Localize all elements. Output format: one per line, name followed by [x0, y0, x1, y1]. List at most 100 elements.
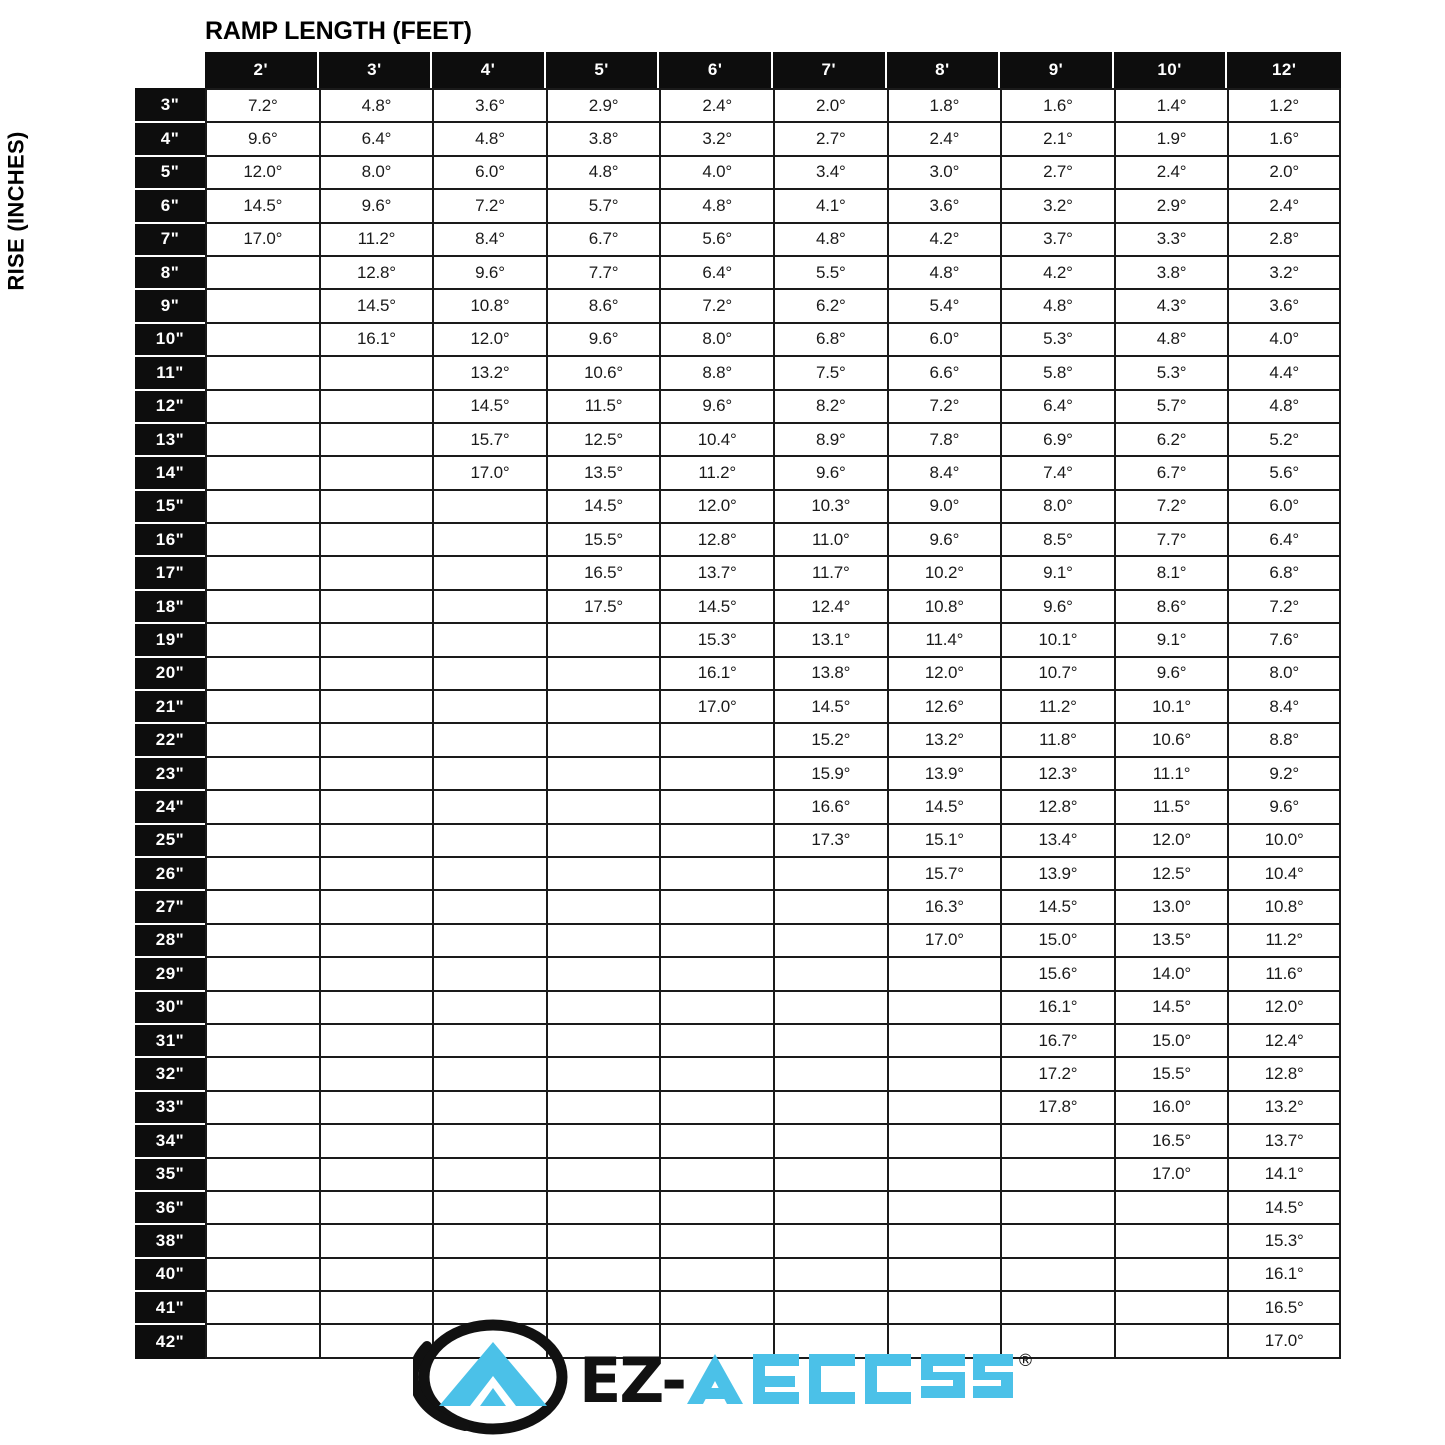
angle-cell: 11.2°	[1227, 922, 1341, 957]
angle-cell	[432, 789, 546, 823]
angle-cell: 12.0°	[205, 154, 319, 189]
angle-cell	[1113, 1256, 1228, 1291]
row-header-rise: 30"	[135, 989, 205, 1023]
angle-cell: 10.2°	[886, 555, 1001, 589]
table-row: 10" 16.1° 12.0° 9.6° 8.0° 6.8° 6.0° 5.3° 4.8° 4.0…	[135, 321, 1341, 356]
table-row: 18" 17.5° 14.5° 12.4° 10.8° 9.6° 8.6° 7.2°	[135, 588, 1341, 623]
angle-cell	[1000, 1123, 1114, 1157]
angle-cell	[772, 1189, 887, 1224]
angle-cell: 8.0°	[1227, 655, 1341, 690]
angle-cell: 7.2°	[432, 188, 546, 222]
angle-cell	[659, 789, 773, 823]
angle-cell: 16.0°	[1113, 1089, 1228, 1124]
angle-cell	[545, 722, 660, 756]
row-header-rise: 6"	[135, 188, 205, 222]
angle-cell	[886, 1256, 1001, 1291]
row-header-rise: 20"	[135, 655, 205, 690]
angle-cell	[205, 1022, 319, 1057]
angle-cell	[1000, 1323, 1114, 1359]
angle-cell	[205, 822, 319, 856]
table-body: 3" 7.2° 4.8° 3.6° 2.9° 2.4° 2.0° 1.8° 1.6° 1.4° 1.…	[135, 88, 1341, 1359]
angle-cell: 15.3°	[1227, 1223, 1341, 1257]
angle-cell: 9.6°	[205, 121, 319, 155]
table-row: 9" 14.5° 10.8° 8.6° 7.2° 6.2° 5.4° 4.8° 4.3° 3.6°	[135, 288, 1341, 322]
angle-cell: 9.6°	[659, 388, 773, 422]
angle-cell: 15.0°	[1113, 1022, 1228, 1057]
angle-cell: 5.7°	[545, 188, 660, 222]
angle-cell: 13.5°	[545, 455, 660, 489]
angle-cell	[886, 1189, 1001, 1224]
angle-cell	[432, 622, 546, 656]
angle-cell: 13.1°	[772, 622, 887, 656]
row-header-rise: 8"	[135, 254, 205, 289]
angle-cell	[659, 1056, 773, 1090]
angle-cell: 4.3°	[1113, 288, 1228, 322]
row-header-rise: 21"	[135, 689, 205, 723]
angle-cell	[545, 822, 660, 856]
angle-cell: 10.4°	[659, 421, 773, 456]
row-header-rise: 41"	[135, 1290, 205, 1324]
logo-ez-text: EZ-	[579, 1344, 687, 1417]
table-row: 16" 15.5° 12.8° 11.0° 9.6° 8.5° 7.7° 6.4°	[135, 522, 1341, 556]
angle-cell	[432, 1123, 546, 1157]
angle-cell	[772, 889, 887, 923]
angle-cell: 10.3°	[772, 488, 887, 523]
table-row: 30" 16.1° 14.5° 12.0°	[135, 989, 1341, 1023]
angle-cell	[432, 889, 546, 923]
angle-cell	[545, 1290, 660, 1324]
angle-cell: 7.4°	[1000, 455, 1114, 489]
row-header-rise: 22"	[135, 722, 205, 756]
angle-cell: 12.0°	[1113, 822, 1228, 856]
angle-cell: 7.2°	[1227, 588, 1341, 623]
angle-cell: 6.8°	[1227, 555, 1341, 589]
angle-cell	[432, 1022, 546, 1057]
angle-cell	[318, 1056, 433, 1090]
angle-cell: 6.0°	[1227, 488, 1341, 523]
table-row: 34" 16.5° 13.7°	[135, 1123, 1341, 1157]
row-header-rise: 15"	[135, 488, 205, 523]
angle-cell	[205, 989, 319, 1023]
angle-cell	[318, 1223, 433, 1257]
angle-cell	[205, 1156, 319, 1190]
angle-cell: 2.7°	[1000, 154, 1114, 189]
angle-cell	[318, 588, 433, 623]
angle-cell	[432, 1256, 546, 1291]
angle-cell: 5.8°	[1000, 355, 1114, 389]
angle-cell: 6.4°	[1000, 388, 1114, 422]
angle-cell: 12.8°	[659, 522, 773, 556]
angle-cell: 6.4°	[1227, 522, 1341, 556]
angle-cell	[1113, 1223, 1228, 1257]
column-header-4: 5'	[545, 52, 660, 88]
angle-cell	[659, 822, 773, 856]
angle-cell	[432, 1089, 546, 1124]
angle-cell	[886, 989, 1001, 1023]
angle-cell: 8.8°	[1227, 722, 1341, 756]
angle-cell	[886, 1056, 1001, 1090]
angle-cell: 11.4°	[886, 622, 1001, 656]
row-header-rise: 16"	[135, 522, 205, 556]
table-row: 32" 17.2° 15.5° 12.8°	[135, 1056, 1341, 1090]
angle-cell: 11.5°	[545, 388, 660, 422]
angle-cell: 16.6°	[772, 789, 887, 823]
angle-cell: 2.9°	[1113, 188, 1228, 222]
angle-cell	[886, 1223, 1001, 1257]
angle-cell: 3.8°	[545, 121, 660, 155]
angle-cell: 5.5°	[772, 254, 887, 289]
angle-cell	[205, 555, 319, 589]
angle-cell: 8.0°	[659, 321, 773, 356]
angle-cell: 8.8°	[659, 355, 773, 389]
angle-cell	[205, 689, 319, 723]
angle-cell: 15.0°	[1000, 922, 1114, 957]
table-row: 22" 15.2° 13.2° 11.8° 10.6° 8.8°	[135, 722, 1341, 756]
table-row: 11" 13.2° 10.6° 8.8° 7.5° 6.6° 5.8° 5.3° 4.4°	[135, 355, 1341, 389]
angle-cell: 4.0°	[659, 154, 773, 189]
angle-cell: 6.9°	[1000, 421, 1114, 456]
angle-cell	[318, 522, 433, 556]
row-header-rise: 31"	[135, 1022, 205, 1057]
angle-cell: 11.2°	[659, 455, 773, 489]
angle-cell	[318, 989, 433, 1023]
angle-cell: 15.1°	[886, 822, 1001, 856]
angle-cell	[1000, 1223, 1114, 1257]
angle-cell	[205, 789, 319, 823]
angle-cell: 10.8°	[432, 288, 546, 322]
